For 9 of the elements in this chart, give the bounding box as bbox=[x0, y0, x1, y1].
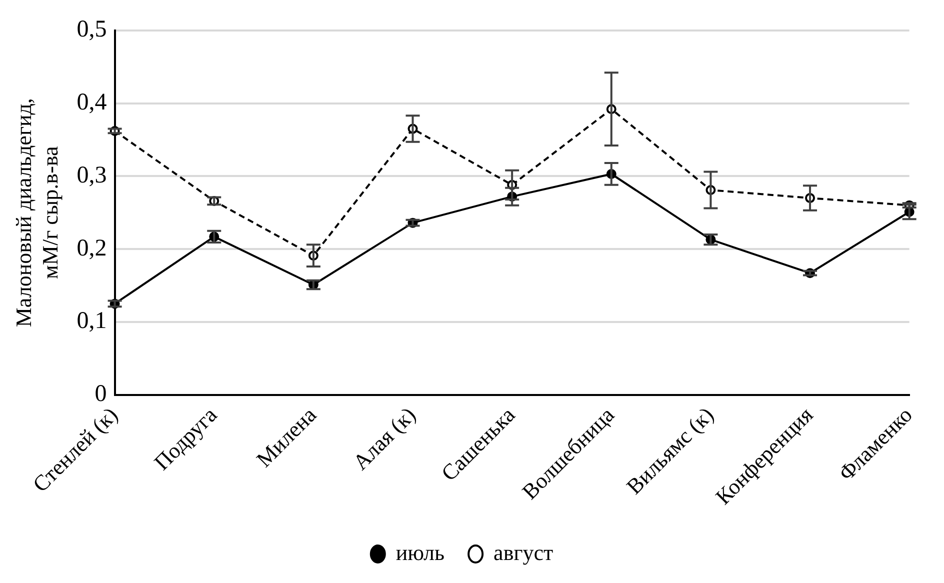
y-tick-label: 0,1 bbox=[76, 308, 107, 334]
y-tick-label: 0 bbox=[94, 381, 107, 408]
y-tick-label: 0,4 bbox=[76, 90, 107, 116]
legend-label: август bbox=[494, 540, 554, 565]
y-axis-title: Малоновый диальдегид, мМ/г сыр.в-ва bbox=[10, 98, 62, 328]
y-tick-label: 0,3 bbox=[76, 162, 107, 188]
y-tick-label: 0,5 bbox=[76, 16, 107, 43]
y-tick-label: 0,2 bbox=[76, 235, 107, 262]
legend-label: июль bbox=[396, 540, 445, 565]
